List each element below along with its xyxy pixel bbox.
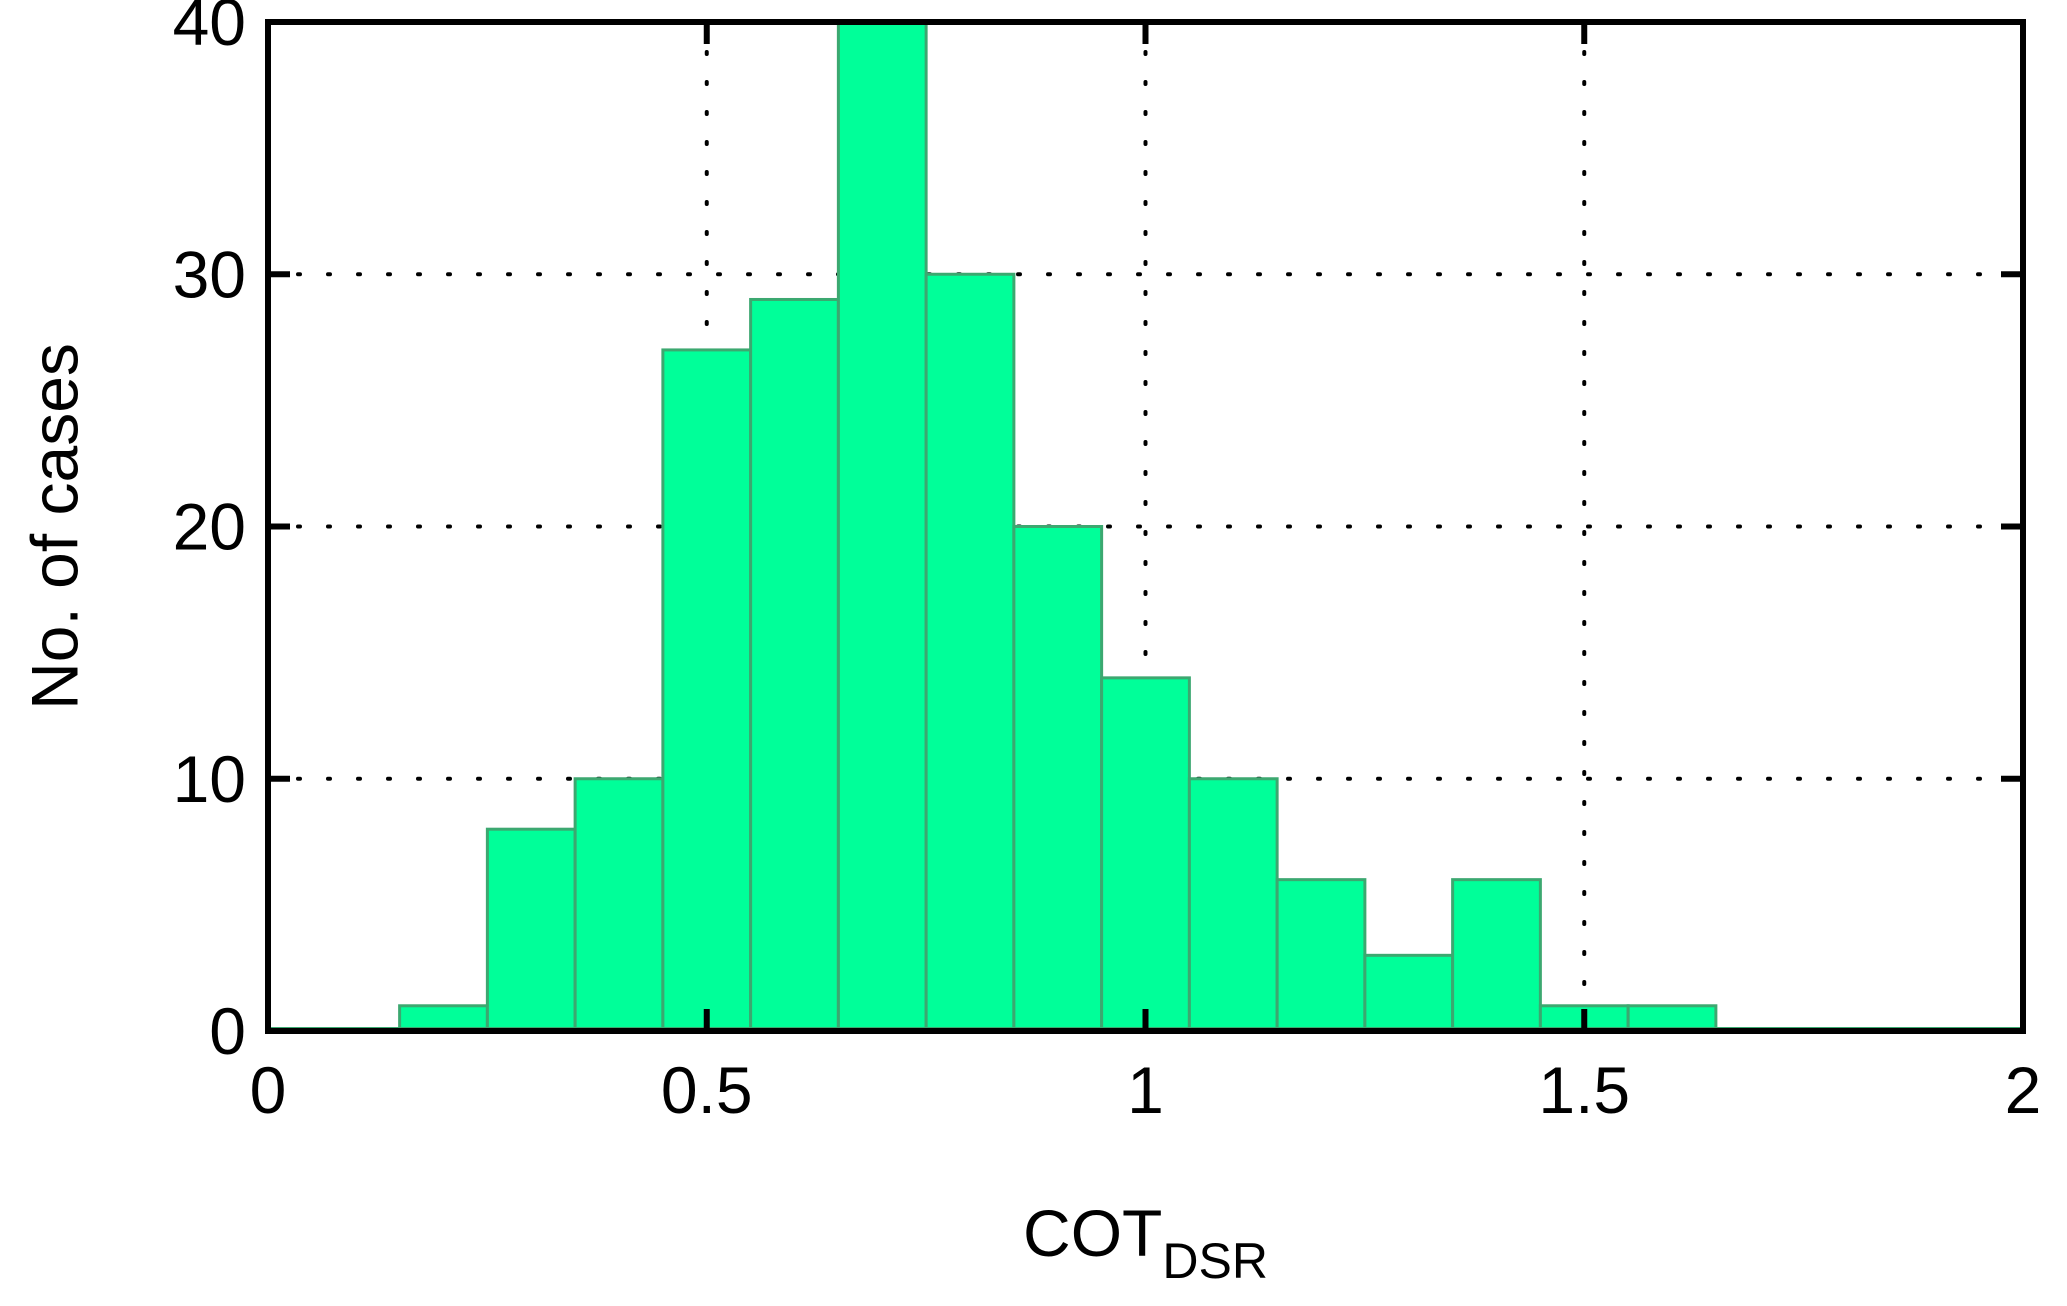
y-tick-label: 10	[173, 742, 246, 816]
y-tick-label: 0	[209, 994, 246, 1068]
histogram-bar	[749, 297, 840, 1033]
histogram-bar	[398, 1004, 489, 1033]
x-axis-label-main: COT	[1023, 1196, 1162, 1270]
y-axis-label: No. of cases	[17, 343, 91, 710]
histogram-bar	[1275, 878, 1367, 1033]
histogram-bar	[1100, 676, 1191, 1033]
x-tick-label: 0.5	[661, 1053, 753, 1127]
histogram-bar	[573, 777, 665, 1033]
x-tick-label: 0	[250, 1053, 287, 1127]
x-axis-label: COTDSR	[1023, 1196, 1268, 1289]
axis-ticks	[265, 19, 2026, 1034]
y-tick-label: 30	[173, 237, 246, 311]
histogram-bar	[1187, 777, 1279, 1033]
x-tick-label: 1.5	[1538, 1053, 1630, 1127]
histogram-bar	[661, 348, 753, 1033]
histogram-bar	[1012, 525, 1104, 1033]
histogram-bars	[398, 20, 1718, 1033]
y-tick-label: 20	[173, 490, 246, 564]
x-axis-label-subscript: DSR	[1162, 1233, 1268, 1289]
x-tick-label: 1	[1127, 1053, 1164, 1127]
histogram-bar	[924, 272, 1016, 1033]
histogram-bar	[836, 20, 928, 1033]
histogram-bar	[1451, 878, 1542, 1033]
y-tick-label: 40	[173, 0, 246, 59]
histogram-bar	[485, 827, 577, 1033]
x-tick-labels: 0 0.5 1 1.5 2	[250, 1053, 2042, 1127]
histogram-bar	[1363, 953, 1455, 1033]
y-tick-labels: 0 10 20 30 40	[173, 0, 246, 1068]
x-tick-label: 2	[2005, 1053, 2042, 1127]
